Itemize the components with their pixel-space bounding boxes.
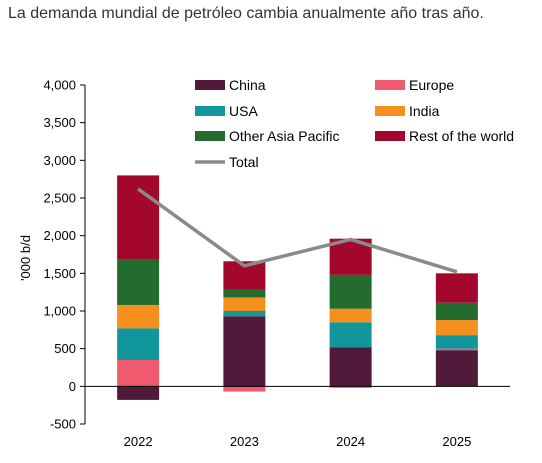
y-tick-label: 1,000: [43, 304, 76, 319]
legend-label-total: Total: [229, 154, 259, 170]
legend-swatch-rest-of-the-world: [375, 131, 405, 141]
bar-europe-2023: [223, 386, 266, 392]
bar-usa-2024: [329, 322, 372, 348]
bar-europe-2022: [117, 359, 160, 387]
x-tick-label: 2024: [336, 434, 365, 449]
y-tick-label: 1,500: [43, 266, 76, 281]
legend-label-other-asia-pacific: Other Asia Pacific: [229, 128, 340, 144]
total-line-group: [137, 187, 458, 274]
bar-europe-2025: [435, 348, 478, 351]
x-tick-label: 2025: [442, 434, 471, 449]
bar-rest-of-the-world-2025: [435, 273, 478, 303]
y-tick-label: 3,000: [43, 153, 76, 168]
legend-label-usa: USA: [229, 103, 258, 119]
bar-china-2022: [117, 386, 160, 400]
legend-swatch-other-asia-pacific: [195, 131, 225, 141]
legend-label-europe: Europe: [409, 77, 454, 93]
y-tick-label: 2,000: [43, 228, 76, 243]
y-tick-label: 2,500: [43, 191, 76, 206]
legend-label-china: China: [229, 77, 266, 93]
y-tick-label: 3,500: [43, 115, 76, 130]
bar-china-2023: [223, 316, 266, 387]
legend-swatch-india: [375, 106, 405, 116]
bars-group: [117, 175, 478, 400]
bar-other-asia-pacific-2022: [117, 259, 160, 305]
bar-other-asia-pacific-2024: [329, 274, 372, 309]
total-line: [137, 187, 458, 274]
bar-other-asia-pacific-2023: [223, 289, 266, 298]
bar-india-2025: [435, 320, 478, 336]
bar-india-2024: [329, 308, 372, 323]
bar-europe-2024: [329, 386, 372, 388]
legend-swatch-usa: [195, 106, 225, 116]
bar-usa-2022: [117, 328, 160, 360]
bar-china-2024: [329, 347, 372, 387]
bar-india-2022: [117, 304, 160, 329]
legend-label-rest-of-the-world: Rest of the world: [409, 128, 514, 144]
legend-swatch-china: [195, 80, 225, 90]
y-tick-label: 4,000: [43, 78, 76, 93]
bar-india-2023: [223, 297, 266, 311]
y-axis: -500 0 500 1,000 1,500 2,000 2,500 3,000 3,500 4,…: [43, 78, 86, 432]
x-tick-label: 2022: [124, 434, 153, 449]
chart-title: La demanda mundial de petróleo cambia an…: [8, 5, 484, 22]
y-tick-label: 0: [69, 379, 76, 394]
x-axis: 2022 2023 2024 2025: [85, 385, 510, 449]
legend-swatch-europe: [375, 80, 405, 90]
x-tick-label: 2023: [230, 434, 259, 449]
legend: China Europe USA India Other Asia Pacific Res…: [195, 77, 514, 170]
bar-rest-of-the-world-2022: [117, 175, 160, 260]
bar-usa-2023: [223, 311, 266, 317]
bar-other-asia-pacific-2025: [435, 302, 478, 321]
bar-china-2025: [435, 350, 478, 387]
legend-label-india: India: [409, 103, 440, 119]
y-tick-label: -500: [50, 417, 76, 432]
bar-usa-2025: [435, 335, 478, 349]
y-tick-label: 500: [54, 341, 76, 356]
y-axis-label: '000 b/d: [18, 235, 33, 281]
